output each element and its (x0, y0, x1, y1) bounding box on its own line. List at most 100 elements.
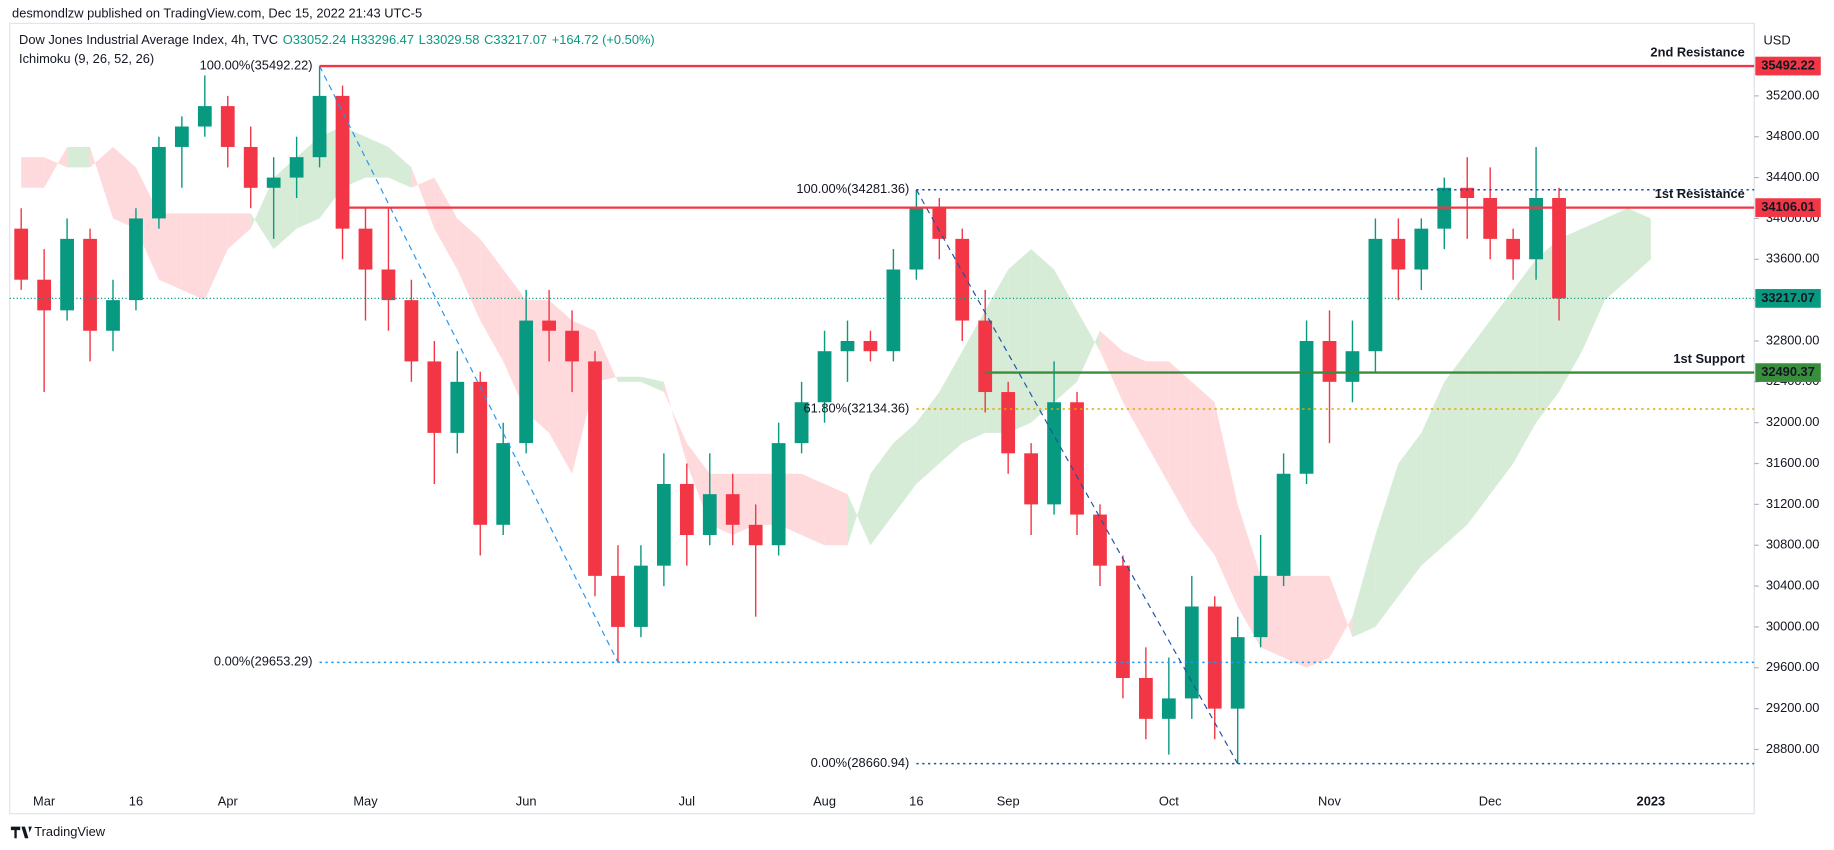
cloud-segment (1077, 310, 1100, 382)
candle-body (588, 361, 602, 576)
cloud-segment (1513, 259, 1537, 464)
y-tick-label: 34400.00 (1766, 169, 1820, 184)
cloud-segment (1008, 249, 1032, 433)
legend-line: Dow Jones Industrial Average Index, 4h, … (19, 32, 655, 47)
cloud-segment (1329, 575, 1353, 658)
cloud-segment (1444, 351, 1468, 546)
fib-level-label: 100.00%(34281.36) (796, 181, 909, 196)
ohlc-high: H33296.47 (351, 32, 414, 47)
symbol: Dow Jones Industrial Average Index, 4h, … (19, 32, 278, 47)
x-tick-label: 16 (909, 793, 923, 808)
candle-body (129, 218, 143, 301)
cloud-segment (1398, 432, 1422, 597)
x-tick-label: Jun (516, 793, 537, 808)
cloud-segment (640, 376, 664, 393)
candle-body (1253, 575, 1268, 638)
y-tick-label: 29200.00 (1766, 700, 1820, 715)
currency: USD (1763, 32, 1790, 47)
candle-body (1414, 228, 1429, 270)
x-tick-label: Aug (813, 793, 836, 808)
cloud-segment (1375, 463, 1399, 627)
candle-body (702, 494, 717, 536)
y-tick-label: 32800.00 (1766, 332, 1820, 347)
cloud-segment (1352, 535, 1376, 638)
candle-body (106, 300, 120, 331)
candle-body (37, 279, 52, 311)
candles (14, 66, 1566, 764)
candle-body (1116, 565, 1130, 678)
cloud-segment (1054, 269, 1078, 403)
candle-body (1483, 198, 1498, 239)
y-tick-label: 35200.00 (1766, 87, 1820, 102)
candle-body (771, 443, 786, 546)
candle-body (473, 381, 488, 525)
level-price-label: 35492.22 (1761, 57, 1815, 72)
cloud-segment (365, 136, 389, 178)
cloud-segment (158, 213, 182, 290)
cloud-segment (1099, 330, 1123, 403)
cloud-segment (434, 177, 458, 270)
y-tick-label: 32000.00 (1766, 414, 1820, 429)
candle-body (496, 443, 511, 525)
candle-body (197, 106, 212, 127)
candle-body (1161, 698, 1176, 719)
level-name: 1st Support (1673, 351, 1745, 366)
candle-body (794, 402, 809, 444)
cloud-segment (227, 213, 251, 250)
x-tick-label: Oct (1159, 793, 1179, 808)
y-tick-label: 31200.00 (1766, 496, 1820, 511)
candle-body (335, 95, 350, 229)
x-tick-label: 16 (129, 793, 143, 808)
y-tick-label: 30000.00 (1766, 618, 1820, 633)
candle-body (863, 340, 878, 352)
candle-body (1322, 340, 1337, 382)
candle-body (243, 146, 258, 188)
candle-body (1138, 677, 1153, 719)
candle-body (83, 238, 97, 331)
cloud-segment (90, 146, 113, 219)
cloud-segment (1283, 575, 1307, 668)
candle-body (679, 483, 694, 536)
x-tick-label: Mar (33, 793, 56, 808)
candle-body (932, 208, 947, 239)
cloud-segment (112, 146, 136, 229)
y-tick-label: 28800.00 (1766, 741, 1820, 756)
candle-body (909, 208, 924, 270)
cloud-segment (250, 177, 274, 250)
brand: TradingView (34, 824, 105, 839)
candle-body (611, 575, 625, 627)
candle-body (60, 238, 74, 311)
candle-body (1230, 637, 1245, 709)
cloud-segment (67, 146, 91, 168)
candle-body (978, 320, 993, 393)
x-tick-label: Jul (679, 793, 695, 808)
level-price-label: 32490.37 (1761, 364, 1815, 379)
cloud-segment (617, 376, 641, 382)
candle-body (289, 157, 304, 178)
level-name: 1st Resistance (1655, 186, 1745, 201)
level-price-box (1755, 198, 1821, 217)
cloud-segment (801, 473, 825, 546)
cloud-segment (1604, 208, 1628, 301)
cloud-segment (847, 473, 871, 546)
y-tick-label: 30400.00 (1766, 577, 1820, 592)
level-name: 2nd Resistance (1650, 45, 1744, 60)
cloud-segment (21, 157, 45, 188)
candle-body (542, 320, 556, 331)
y-tick-label: 30800.00 (1766, 537, 1820, 552)
cloud-segment (870, 443, 894, 546)
candle-body (404, 300, 419, 362)
candle-body (840, 340, 855, 352)
cloud-segment (1627, 208, 1651, 280)
candle-body (427, 361, 442, 433)
x-tick-label: Nov (1318, 793, 1341, 808)
cloud-segment (181, 213, 205, 301)
candle-body (220, 106, 235, 147)
y-tick-label: 33600.00 (1766, 251, 1820, 266)
candle-body (174, 126, 189, 147)
cloud-segment (388, 146, 412, 188)
candle-body (1506, 238, 1521, 260)
ohlc-low: L33029.58 (419, 32, 480, 47)
cloud-segment (135, 167, 159, 280)
